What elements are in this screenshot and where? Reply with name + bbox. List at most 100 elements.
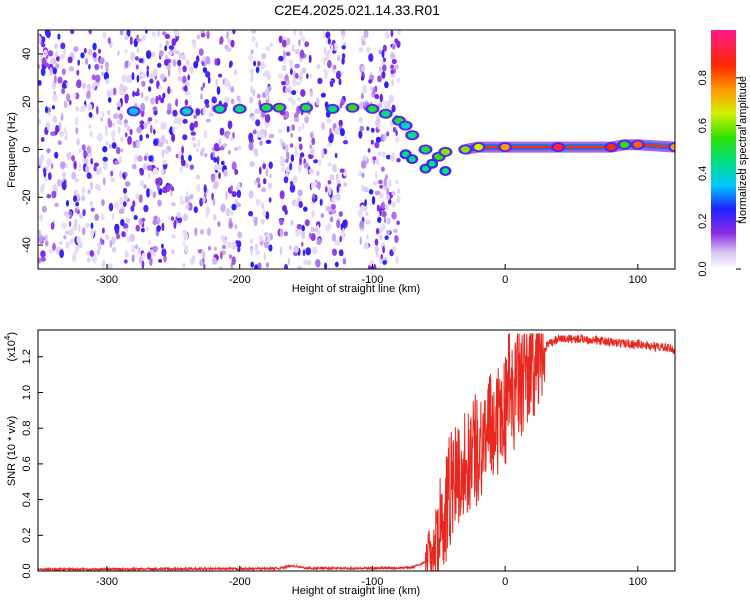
ridge-point xyxy=(261,104,271,111)
noise-speckle xyxy=(395,136,400,143)
noise-speckle xyxy=(295,81,301,86)
noise-speckle xyxy=(378,49,382,55)
noise-speckle xyxy=(171,133,176,143)
noise-speckle xyxy=(363,186,369,193)
noise-speckle xyxy=(54,43,58,50)
colorbar-tick-label: 0.4 xyxy=(697,166,709,181)
noise-speckle xyxy=(377,75,382,83)
noise-speckle xyxy=(138,194,143,203)
noise-speckle xyxy=(137,155,143,162)
noise-speckle xyxy=(339,168,345,173)
noise-speckle xyxy=(298,74,303,82)
noise-speckle xyxy=(206,30,210,40)
noise-speckle xyxy=(104,129,109,136)
noise-speckle xyxy=(255,198,261,207)
noise-speckle xyxy=(220,160,225,166)
noise-speckle xyxy=(289,143,294,148)
noise-speckle xyxy=(83,152,88,157)
noise-speckle xyxy=(305,247,311,256)
noise-speckle xyxy=(152,167,159,175)
noise-speckle xyxy=(131,244,136,254)
noise-speckle xyxy=(388,94,395,104)
noise-speckle xyxy=(87,189,91,194)
noise-speckle xyxy=(119,83,125,92)
noise-speckle xyxy=(391,104,396,113)
noise-speckle xyxy=(129,233,135,242)
noise-speckle xyxy=(76,79,82,89)
noise-speckle xyxy=(251,115,256,121)
noise-speckle xyxy=(40,137,45,142)
noise-speckle xyxy=(293,117,300,123)
noise-speckle xyxy=(195,55,200,63)
noise-speckle xyxy=(286,126,290,133)
ridge-point xyxy=(129,108,139,115)
noise-speckle xyxy=(300,36,306,42)
noise-speckle xyxy=(396,220,400,225)
noise-speckle xyxy=(312,246,318,255)
noise-speckle xyxy=(313,159,319,164)
noise-speckle xyxy=(358,47,364,53)
noise-speckle xyxy=(338,119,343,127)
noise-speckle xyxy=(205,56,210,65)
noise-speckle xyxy=(78,162,82,172)
noise-speckle xyxy=(299,70,304,76)
ridge-point xyxy=(301,104,311,111)
noise-speckle xyxy=(120,136,124,143)
noise-speckle xyxy=(200,229,204,235)
noise-speckle xyxy=(140,102,146,112)
noise-speckle xyxy=(116,146,121,155)
noise-speckle xyxy=(235,202,241,208)
noise-speckle xyxy=(218,138,222,146)
noise-speckle xyxy=(281,141,286,147)
noise-speckle xyxy=(61,68,66,76)
noise-speckle xyxy=(88,124,92,129)
noise-speckle xyxy=(249,85,254,94)
snr-background xyxy=(38,330,675,571)
noise-speckle xyxy=(366,126,370,131)
noise-speckle xyxy=(224,45,229,50)
noise-speckle xyxy=(75,201,80,207)
noise-speckle xyxy=(102,162,108,171)
ridge-point xyxy=(553,143,563,151)
noise-speckle xyxy=(44,62,49,68)
noise-speckle xyxy=(117,106,121,111)
noise-speckle xyxy=(316,237,322,246)
noise-speckle xyxy=(58,121,62,130)
noise-speckle xyxy=(143,184,147,189)
noise-speckle xyxy=(255,249,260,256)
noise-speckle xyxy=(324,46,327,56)
noise-speckle xyxy=(108,263,113,269)
noise-speckle xyxy=(136,34,139,40)
noise-speckle xyxy=(234,224,238,230)
noise-speckle xyxy=(38,257,42,264)
noise-speckle xyxy=(182,65,187,73)
noise-speckle xyxy=(160,97,165,104)
noise-speckle xyxy=(111,246,117,253)
noise-speckle xyxy=(306,260,312,266)
noise-speckle xyxy=(367,148,371,153)
noise-speckle xyxy=(374,190,381,196)
noise-speckle xyxy=(86,257,91,263)
noise-speckle xyxy=(55,63,60,70)
noise-speckle xyxy=(172,48,177,54)
noise-speckle xyxy=(75,127,79,135)
noise-speckle xyxy=(51,163,54,170)
noise-speckle xyxy=(101,71,105,76)
noise-speckle xyxy=(121,231,125,238)
noise-speckle xyxy=(289,184,296,193)
noise-speckle xyxy=(193,60,199,69)
ridge-point xyxy=(182,108,192,115)
noise-speckle xyxy=(65,162,68,169)
noise-speckle xyxy=(265,95,269,101)
noise-speckle xyxy=(82,209,86,217)
noise-speckle xyxy=(199,197,204,207)
noise-speckle xyxy=(252,88,256,97)
noise-speckle xyxy=(149,257,153,266)
noise-speckle xyxy=(161,222,165,232)
noise-speckle xyxy=(69,237,74,245)
noise-speckle xyxy=(85,165,90,173)
branch-point xyxy=(408,156,416,163)
noise-speckle xyxy=(112,87,117,96)
noise-speckle xyxy=(374,238,379,246)
